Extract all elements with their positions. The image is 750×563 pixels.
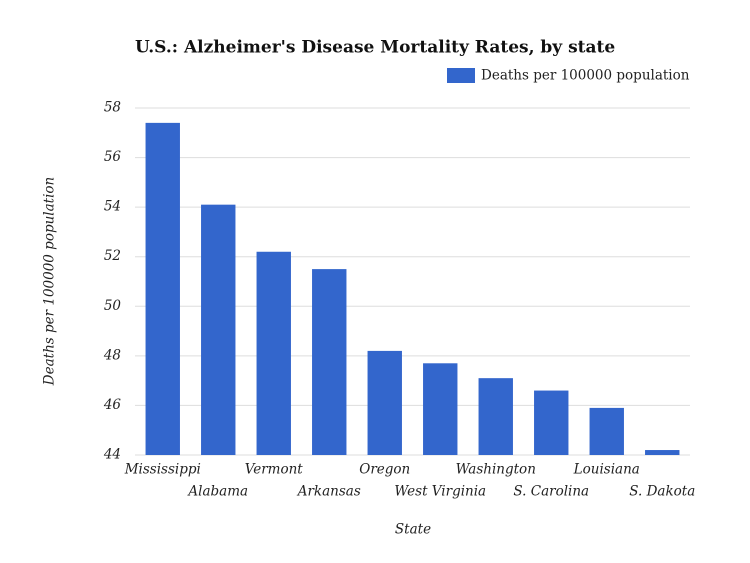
- y-tick-label: 44: [103, 447, 121, 463]
- bar: [201, 204, 236, 455]
- bar: [478, 378, 513, 455]
- bar: [534, 390, 569, 455]
- bar: [145, 122, 180, 455]
- x-tick-label: S. Carolina: [513, 484, 589, 500]
- x-tick-label: S. Dakota: [629, 484, 695, 500]
- x-axis-title: State: [395, 522, 431, 538]
- x-tick-label: West Virginia: [394, 484, 486, 500]
- legend-label: Deaths per 100000 population: [481, 68, 690, 84]
- bar: [589, 407, 624, 455]
- x-tick-label: Louisiana: [573, 462, 640, 478]
- bar: [256, 251, 291, 455]
- x-tick-label: Washington: [456, 462, 536, 478]
- bar: [312, 269, 347, 455]
- y-tick-label: 52: [104, 248, 121, 264]
- y-tick-label: 46: [103, 397, 122, 413]
- x-tick-label: Oregon: [359, 462, 410, 478]
- y-tick-label: 48: [103, 347, 122, 363]
- bar: [645, 450, 680, 455]
- bar: [367, 350, 402, 455]
- y-tick-label: 58: [104, 100, 122, 116]
- bar: [423, 363, 458, 455]
- x-tick-label: Arkansas: [296, 484, 361, 500]
- x-tick-label: Vermont: [245, 462, 304, 478]
- y-tick-label: 56: [104, 149, 122, 165]
- y-tick-label: 50: [104, 298, 122, 314]
- legend-swatch: [447, 68, 475, 83]
- x-tick-label: Mississippi: [124, 462, 201, 478]
- chart-title: U.S.: Alzheimer's Disease Mortality Rate…: [135, 38, 615, 58]
- y-axis-title: Deaths per 100000 population: [42, 177, 58, 386]
- y-tick-label: 54: [104, 199, 121, 215]
- x-tick-label: Alabama: [186, 484, 248, 500]
